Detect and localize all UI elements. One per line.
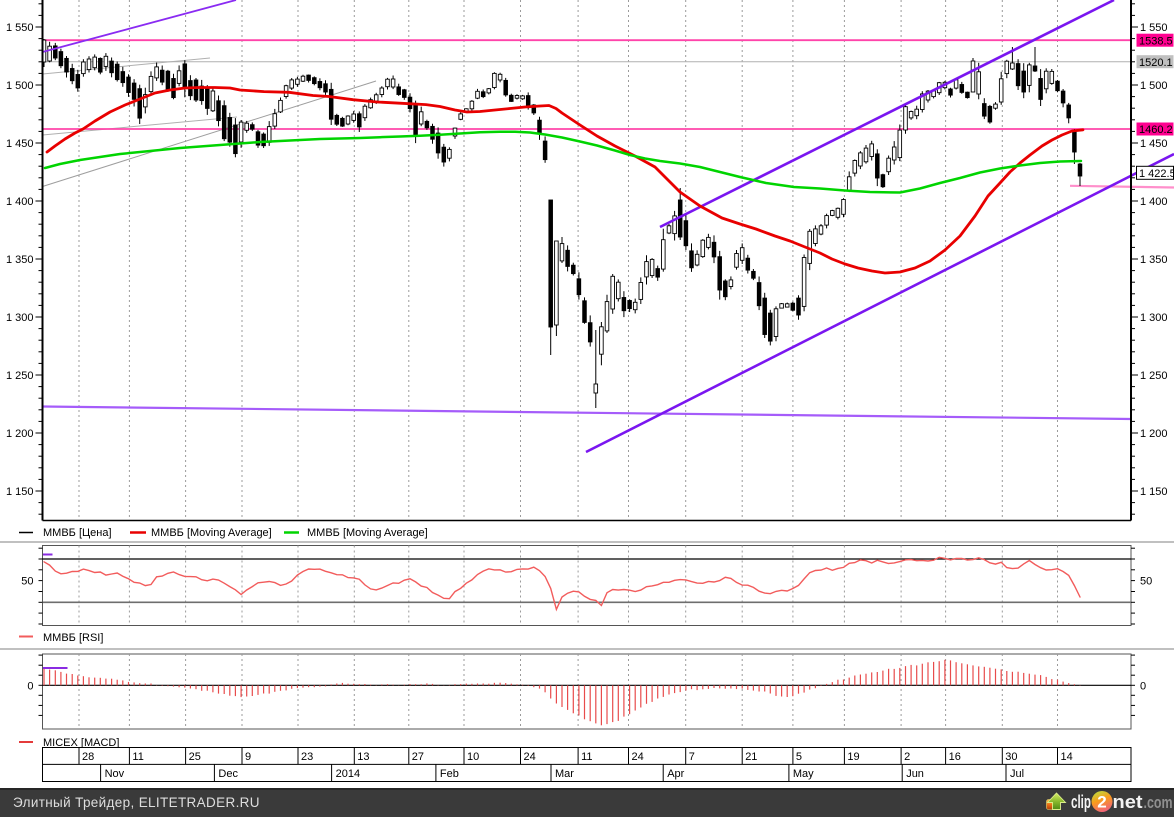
svg-text:1 400: 1 400 [1140,196,1168,208]
svg-text:2: 2 [1097,793,1106,812]
svg-text:28: 28 [82,751,94,763]
svg-text:21: 21 [745,751,757,763]
svg-text:10: 10 [467,751,479,763]
svg-text:24: 24 [632,751,644,763]
svg-text:ММВБ [Цена]: ММВБ [Цена] [43,527,112,539]
svg-text:1 422.5: 1 422.5 [1139,168,1174,180]
svg-text:25: 25 [189,751,201,763]
svg-text:Feb: Feb [440,768,459,780]
svg-text:1 350: 1 350 [6,254,34,266]
svg-text:1 500: 1 500 [6,80,34,92]
svg-text:1 250: 1 250 [1140,370,1168,382]
svg-text:1538.5: 1538.5 [1139,35,1173,47]
svg-text:1 300: 1 300 [6,312,34,324]
svg-text:9: 9 [245,751,251,763]
svg-text:ММВБ [Moving Average]: ММВБ [Moving Average] [307,527,428,539]
svg-text:13: 13 [357,751,369,763]
svg-text:50: 50 [1140,576,1152,588]
svg-text:Nov: Nov [105,768,125,780]
svg-text:net: net [1113,792,1143,812]
svg-text:1 250: 1 250 [6,370,34,382]
svg-text:1 450: 1 450 [1140,138,1168,150]
svg-text:1460.2: 1460.2 [1139,124,1173,136]
svg-text:30: 30 [1005,751,1017,763]
svg-text:Элитный Трейдер, ELITETRADER.R: Элитный Трейдер, ELITETRADER.RU [13,795,260,810]
svg-text:1 450: 1 450 [6,138,34,150]
svg-text:Apr: Apr [667,768,684,780]
svg-text:11: 11 [581,751,592,763]
svg-text:1 300: 1 300 [1140,312,1168,324]
svg-text:50: 50 [21,576,33,588]
svg-text:clip: clip [1071,792,1091,812]
svg-text:1 150: 1 150 [1140,486,1168,498]
svg-text:5: 5 [796,751,802,763]
svg-text:7: 7 [689,751,695,763]
svg-text:16: 16 [949,751,961,763]
svg-text:0: 0 [27,680,33,692]
svg-text:1520.1: 1520.1 [1139,57,1173,69]
svg-text:23: 23 [301,751,313,763]
svg-text:27: 27 [412,751,424,763]
svg-text:1 200: 1 200 [1140,428,1168,440]
svg-text:ММВБ [Moving Average]: ММВБ [Moving Average] [151,527,272,539]
svg-text:Jun: Jun [906,768,924,780]
svg-text:2014: 2014 [336,768,360,780]
svg-text:MICEX [MACD]: MICEX [MACD] [43,737,119,749]
svg-text:Dec: Dec [218,768,238,780]
svg-text:0: 0 [1140,680,1146,692]
svg-text:11: 11 [132,751,143,763]
svg-text:24: 24 [524,751,536,763]
svg-text:1 150: 1 150 [6,486,34,498]
svg-text:2: 2 [904,751,910,763]
svg-text:1 350: 1 350 [1140,254,1168,266]
svg-text:.com: .com [1144,793,1173,812]
svg-text:19: 19 [847,751,859,763]
svg-text:14: 14 [1061,751,1073,763]
svg-text:Jul: Jul [1010,768,1024,780]
svg-text:ММВБ [RSI]: ММВБ [RSI] [43,632,103,644]
svg-text:1 550: 1 550 [6,22,34,34]
svg-text:1 200: 1 200 [6,428,34,440]
svg-text:1 500: 1 500 [1140,80,1168,92]
svg-text:1 400: 1 400 [6,196,34,208]
svg-text:May: May [793,768,814,780]
svg-text:1 550: 1 550 [1140,22,1168,34]
svg-text:Mar: Mar [555,768,574,780]
